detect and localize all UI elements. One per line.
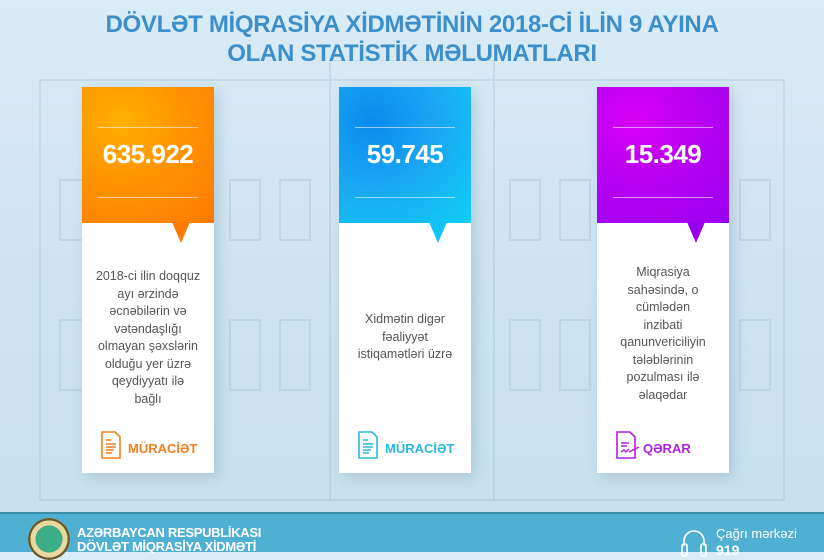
org-line-1: AZƏRBAYCAN RESPUBLİKASI [77, 525, 262, 540]
stat-card-other-activities: 59.745 Xidmətin digər fəaliyyət istiqamə… [339, 87, 471, 473]
description-line: vətəndaşlığı [114, 321, 182, 336]
stat-card-decisions: 15.349 Miqrasiya sahəsində, o cümlədən i… [597, 87, 729, 473]
page-title: DÖVLƏT MİQRASİYA XİDMƏTİNİN 2018-Cİ İLİN… [0, 10, 824, 68]
stat-description: Xidmətin digər fəaliyyət istiqamətləri ü… [345, 311, 465, 364]
description-line: tələblərinin [632, 352, 694, 367]
description-line: olduğu yer üzrə [104, 356, 192, 371]
stat-card-header: 635.922 [82, 87, 214, 223]
pointer-arrow [687, 222, 705, 243]
stat-value: 635.922 [102, 139, 194, 169]
category-label: MÜRACİƏT [128, 441, 198, 456]
description-line: qanunvericiliyin [620, 335, 706, 349]
stat-category: QƏRAR [597, 431, 729, 459]
divider [613, 127, 713, 128]
description-line: fəaliyyət [382, 329, 428, 344]
description-line: inzibati [643, 317, 683, 332]
description-line: 2018-ci ilin doqquz [95, 269, 201, 283]
divider [98, 127, 198, 128]
description-line: Miqrasiya [636, 265, 690, 279]
description-line: olmayan şəxslərin [97, 339, 199, 353]
description-line: ayı ərzində [117, 286, 179, 301]
call-center-number[interactable]: 919 [716, 542, 740, 558]
building-background-image [39, 60, 785, 501]
divider [355, 127, 455, 128]
stat-value: 15.349 [624, 139, 702, 169]
divider [613, 197, 713, 198]
emblem-logo [28, 518, 70, 560]
category-label: MÜRACİƏT [385, 441, 455, 456]
signed-document-icon [616, 431, 640, 459]
stat-category: MÜRACİƏT [82, 431, 214, 459]
title-line-2: OLAN STATİSTİK MƏLUMATLARI [227, 40, 597, 67]
document-icon [101, 431, 121, 459]
stat-description: 2018-ci ilin doqquz ayı ərzində əcnəbilə… [88, 268, 208, 408]
description-line: Xidmətin digər [365, 312, 445, 326]
description-line: cümlədən [635, 300, 691, 314]
description-line: qeydiyyatı ilə [111, 374, 185, 388]
stat-card-header: 15.349 [597, 87, 729, 223]
headset-icon [681, 530, 707, 557]
footer-bar: AZƏRBAYCAN RESPUBLİKASI DÖVLƏT MİQRASİYA… [0, 512, 824, 560]
document-icon [358, 431, 378, 459]
stat-description: Miqrasiya sahəsində, o cümlədən inzibati… [603, 264, 723, 404]
pointer-arrow [172, 222, 190, 243]
stat-value: 59.745 [366, 139, 444, 169]
description-line: əcnəbilərin və [109, 304, 187, 318]
description-line: istiqamətləri üzrə [357, 347, 453, 361]
description-line: bağlı [134, 391, 162, 406]
category-label: QƏRAR [643, 441, 691, 456]
title-line-1: DÖVLƏT MİQRASİYA XİDMƏTİNİN 2018-Cİ İLİN… [105, 11, 719, 38]
pointer-arrow [429, 222, 447, 243]
divider [98, 197, 198, 198]
stat-card-registration: 635.922 2018-ci ilin doqquz ayı ərzində … [82, 87, 214, 473]
description-line: sahəsində, o [627, 282, 699, 297]
org-line-2: DÖVLƏT MİQRASİYA XİDMƏTİ [77, 539, 257, 554]
divider [355, 197, 455, 198]
stat-card-header: 59.745 [339, 87, 471, 223]
call-center-label: Çağrı mərkəzi [716, 526, 797, 541]
description-line: əlaqədar [638, 387, 688, 402]
description-line: pozulması ilə [626, 370, 700, 384]
stat-category: MÜRACİƏT [339, 431, 471, 459]
